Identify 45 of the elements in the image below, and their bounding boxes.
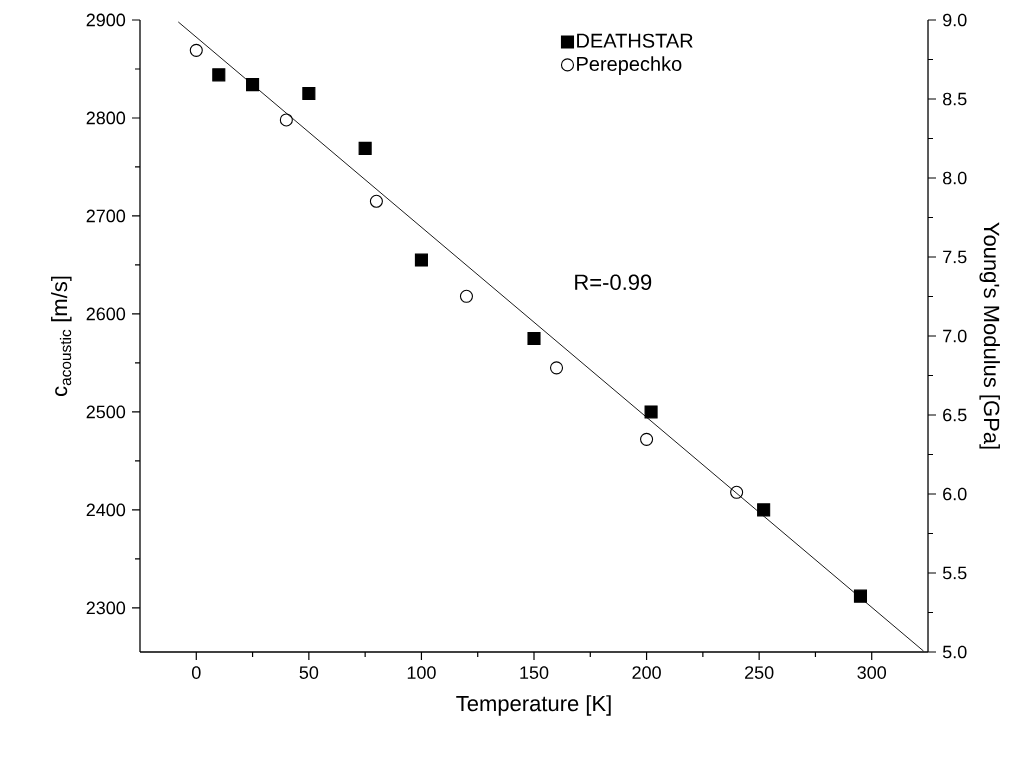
annotation: R=-0.99 [575,274,652,291]
y-tick-label: 2400 [86,503,126,517]
point [757,503,771,517]
point [212,68,226,82]
point [414,253,428,267]
x-tick-label: 150 [520,666,549,679]
x-tick-label: 100 [407,666,436,679]
point [640,432,654,446]
point [189,43,203,57]
point [644,405,658,419]
y-tick-label: 2800 [86,111,126,125]
x-axis-title: Temperature [K] [456,695,611,716]
y-tick-label: 2700 [86,209,126,223]
point [369,194,383,208]
y-tick-label: 2300 [86,601,126,615]
point [279,113,293,127]
y2-tick-label: 8.5 [942,92,967,106]
point [358,141,372,155]
y2-tick-label: 5.0 [942,645,967,659]
x-tick-label: 250 [745,666,774,679]
point [527,331,541,345]
y-tick-label: 2900 [86,13,126,27]
legend-label: DEATHSTAR [577,33,693,48]
y-tick-label: 2500 [86,405,126,419]
y2-tick-label: 8.0 [942,171,967,185]
y-tick-label: 2600 [86,307,126,321]
y2-tick-label: 6.0 [943,487,967,501]
x-tick-label: 300 [857,666,887,679]
x-tick-label: 50 [299,666,319,679]
y2-tick-label: 7.0 [943,329,967,343]
point [853,589,868,603]
legend-label: Perepechko [577,56,682,75]
y2-tick-label: 9.0 [943,13,967,27]
point [459,289,474,303]
y2-tick-label: 7.5 [943,250,967,264]
point [246,78,260,92]
y-axis-title: c$_{acoustic}$ [m/s] [51,276,72,396]
point [730,485,744,499]
point [549,361,564,375]
y2-tick-label: 5.5 [942,566,967,580]
x-tick-label: 200 [632,666,661,679]
y2-tick-label: 6.5 [943,408,967,422]
y2-axis-title: Young's Modulus [GPa] [979,222,1000,449]
x-tick-label: 0 [191,666,201,679]
point [302,86,316,101]
